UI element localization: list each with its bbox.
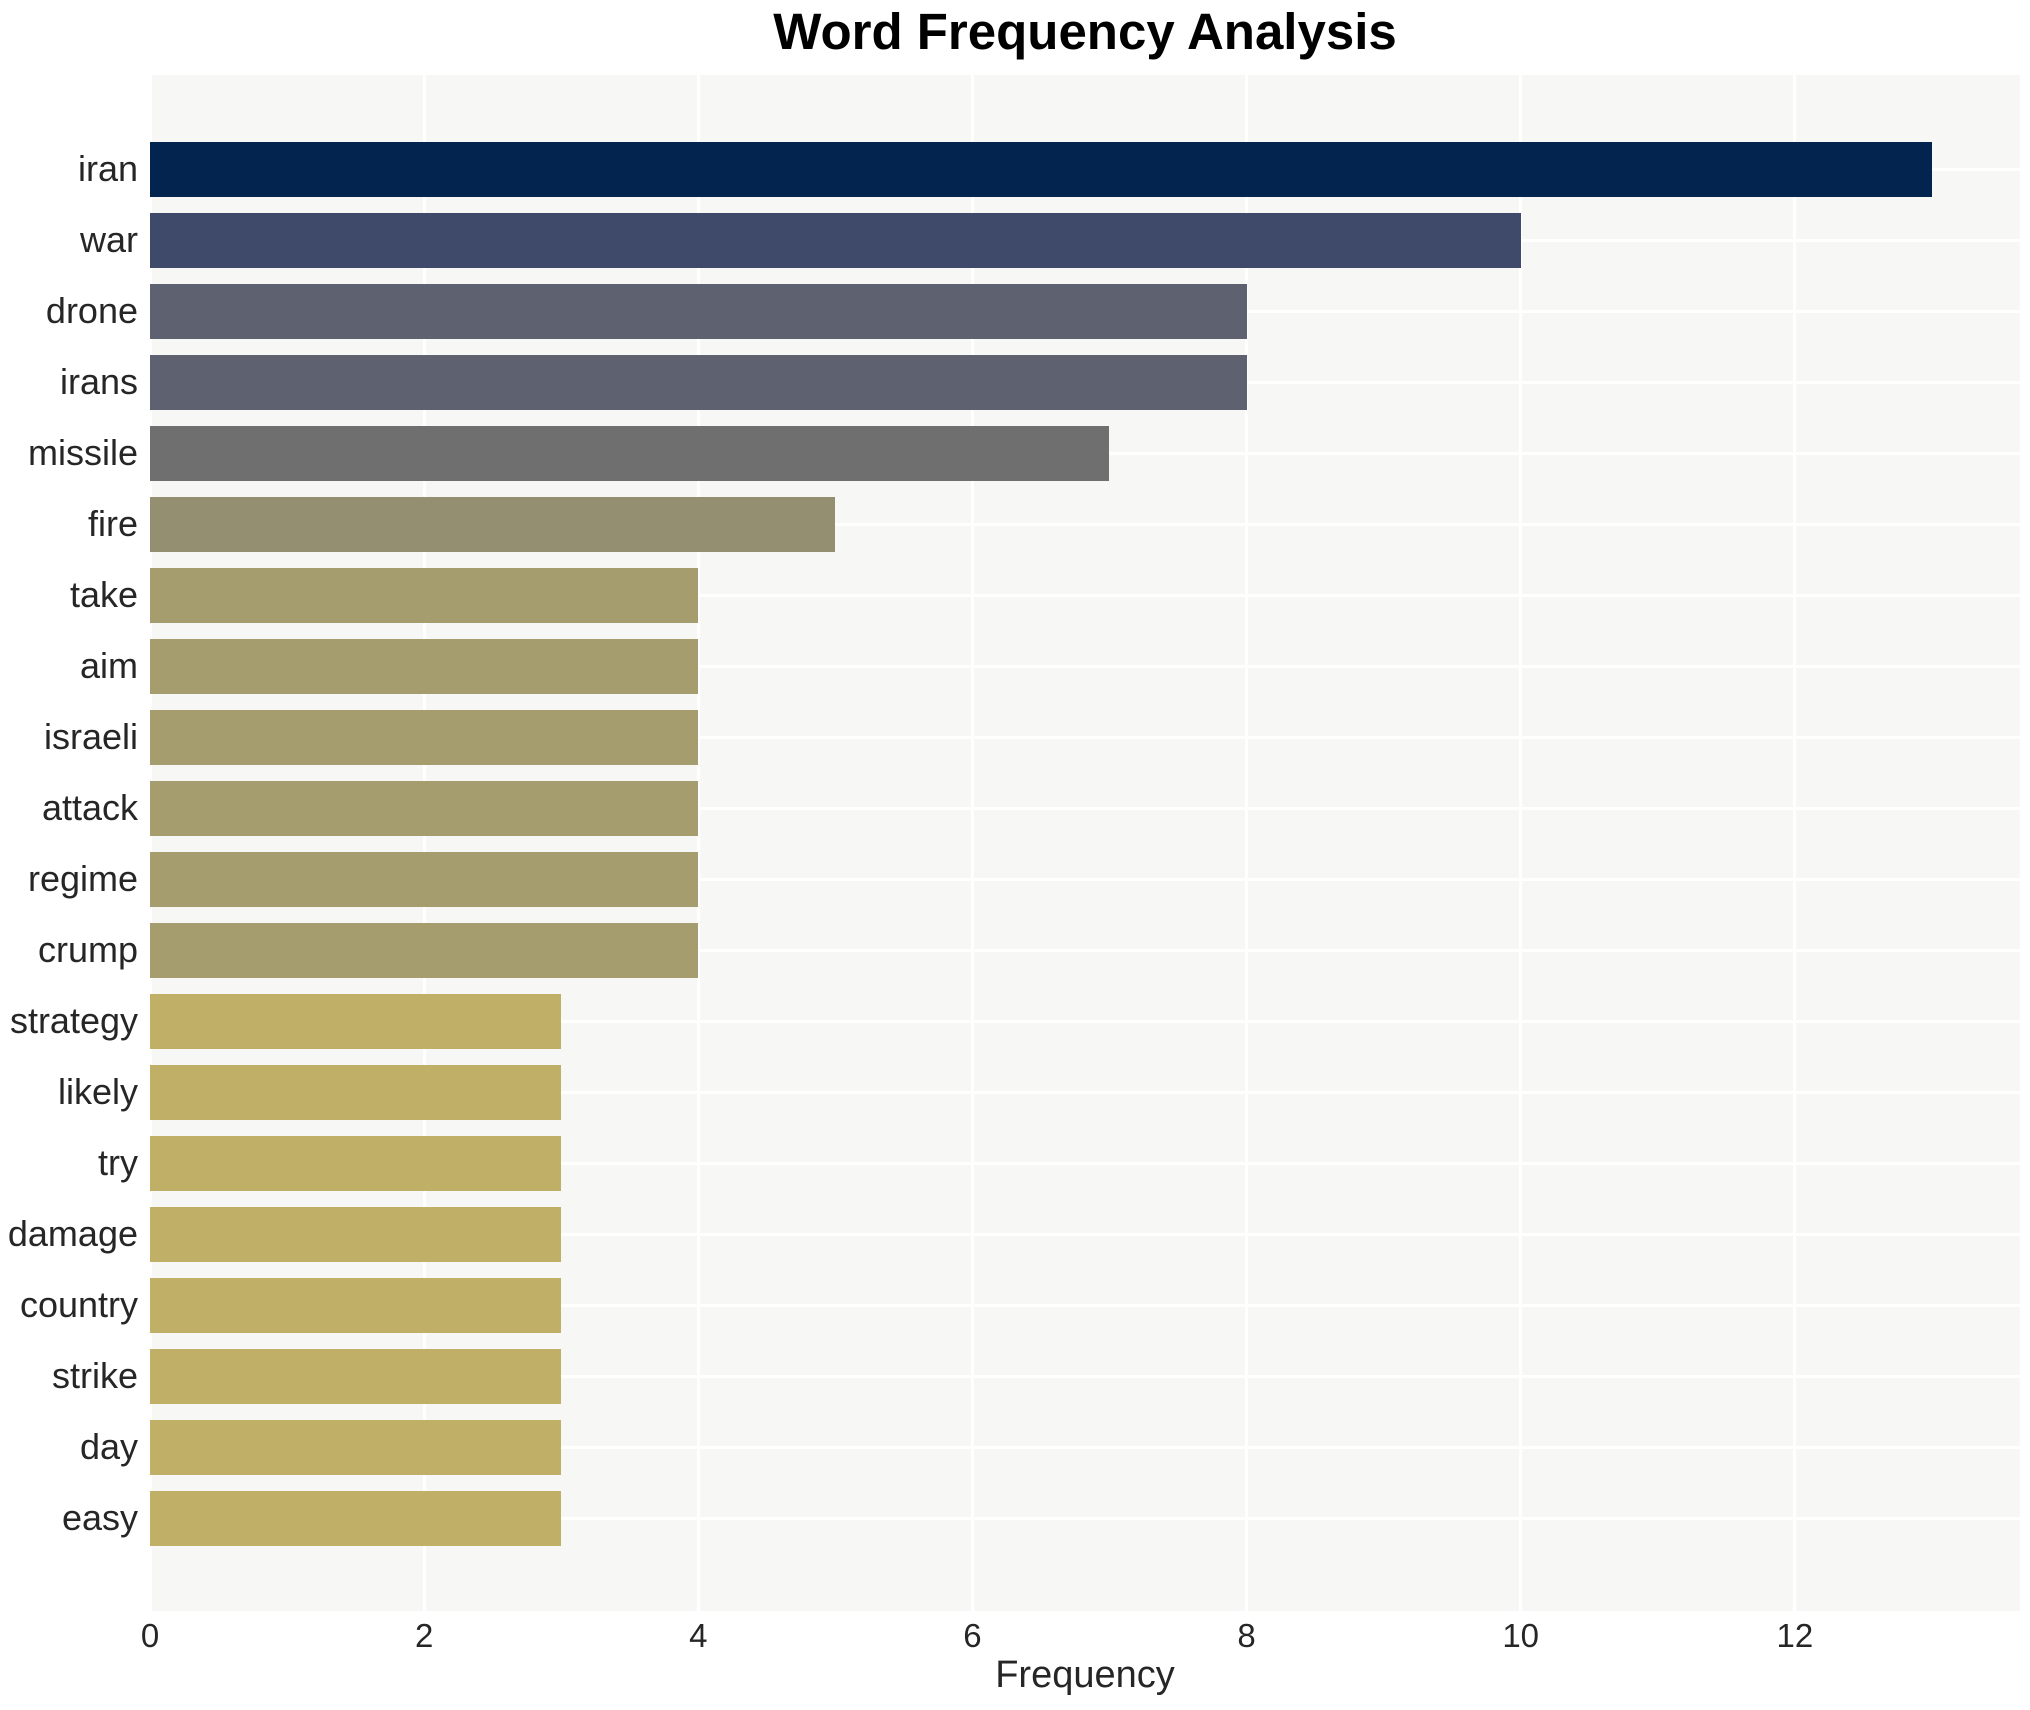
gridline-vertical-6 — [970, 75, 974, 1611]
bar-iran — [150, 141, 1932, 197]
bar-regime — [150, 851, 699, 907]
y-tick-label-strike: strike — [51, 1355, 138, 1396]
y-tick-label-drone: drone — [45, 290, 138, 331]
y-tick-label-easy: easy — [61, 1497, 138, 1538]
bar-strike — [150, 1348, 562, 1404]
y-tick-label-likely: likely — [57, 1071, 138, 1112]
bar-missile — [150, 425, 1110, 481]
bar-war — [150, 212, 1521, 268]
bar-aim — [150, 638, 699, 694]
gridline-horizontal-day — [150, 1445, 2020, 1449]
y-tick-label-israeli: israeli — [43, 716, 138, 757]
y-tick-label-crump: crump — [37, 929, 138, 970]
bar-drone — [150, 283, 1247, 339]
y-tick-label-try: try — [98, 1142, 138, 1183]
y-tick-label-missile: missile — [27, 432, 138, 473]
y-tick-label-iran: iran — [77, 148, 138, 189]
gridline-horizontal-damage — [150, 1232, 2020, 1236]
bar-strategy — [150, 993, 562, 1049]
gridline-horizontal-attack — [150, 806, 2020, 810]
bar-take — [150, 567, 699, 623]
gridline-vertical-10 — [1519, 75, 1523, 1611]
bar-day — [150, 1419, 562, 1475]
x-tick-label-8: 8 — [1237, 1617, 1256, 1654]
gridline-horizontal-strategy — [150, 1019, 2020, 1023]
gridline-horizontal-strike — [150, 1374, 2020, 1378]
bar-try — [150, 1135, 562, 1191]
gridline-vertical-2 — [422, 75, 426, 1611]
x-tick-label-4: 4 — [689, 1617, 708, 1654]
gridline-horizontal-country — [150, 1303, 2020, 1307]
chart-title: Word Frequency Analysis — [773, 3, 1397, 60]
gridline-horizontal-israeli — [150, 735, 2020, 739]
bar-likely — [150, 1064, 562, 1120]
bar-fire — [150, 496, 836, 552]
gridline-vertical-8 — [1245, 75, 1249, 1611]
x-axis-label: Frequency — [995, 1654, 1175, 1696]
y-tick-label-regime: regime — [27, 858, 138, 899]
y-tick-label-day: day — [79, 1426, 138, 1467]
x-tick-label-10: 10 — [1502, 1617, 1540, 1654]
gridline-horizontal-crump — [150, 948, 2020, 952]
x-tick-label-2: 2 — [414, 1617, 434, 1654]
bar-crump — [150, 922, 699, 978]
y-tick-label-country: country — [19, 1284, 138, 1325]
bar-irans — [150, 354, 1247, 410]
gridline-vertical-0 — [148, 75, 152, 1611]
y-tick-label-damage: damage — [7, 1213, 138, 1254]
gridline-horizontal-fire — [150, 522, 2020, 526]
x-tick-label-6: 6 — [963, 1617, 982, 1654]
bar-israeli — [150, 709, 699, 765]
gridline-horizontal-likely — [150, 1090, 2020, 1094]
gridline-horizontal-take — [150, 593, 2020, 597]
gridline-horizontal-aim — [150, 664, 2020, 668]
y-tick-label-fire: fire — [87, 503, 138, 544]
plot-area — [148, 75, 2020, 1611]
bar-attack — [150, 780, 699, 836]
gridline-horizontal-regime — [150, 877, 2020, 881]
gridline-vertical-12 — [1793, 75, 1797, 1611]
x-tick-label-0: 0 — [140, 1617, 160, 1654]
y-tick-label-attack: attack — [41, 787, 138, 828]
y-tick-label-aim: aim — [79, 645, 138, 686]
y-tick-label-irans: irans — [59, 361, 138, 402]
bar-country — [150, 1277, 562, 1333]
y-tick-label-strategy: strategy — [9, 1000, 138, 1041]
y-tick-label-take: take — [69, 574, 138, 615]
x-tick-label-12: 12 — [1776, 1617, 1814, 1654]
bar-damage — [150, 1206, 562, 1262]
bar-easy — [150, 1490, 562, 1546]
y-tick-label-war: war — [79, 219, 138, 260]
gridline-vertical-4 — [696, 75, 700, 1611]
gridline-horizontal-try — [150, 1161, 2020, 1165]
gridline-horizontal-easy — [150, 1516, 2020, 1520]
